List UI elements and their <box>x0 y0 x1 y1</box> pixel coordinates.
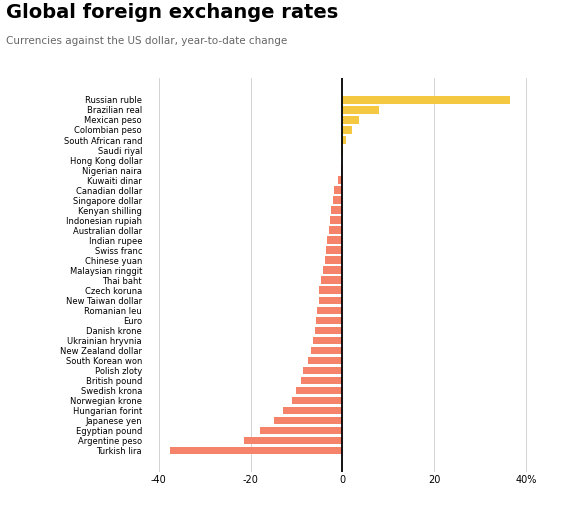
Bar <box>321 276 343 284</box>
Bar <box>301 377 343 384</box>
Bar <box>244 437 343 444</box>
Bar <box>324 257 343 264</box>
Bar <box>274 417 343 424</box>
Bar <box>326 246 343 254</box>
Bar <box>319 286 343 294</box>
Bar <box>315 327 343 334</box>
Text: Currencies against the US dollar, year-to-date change: Currencies against the US dollar, year-t… <box>6 36 287 46</box>
Bar <box>317 307 343 314</box>
Bar <box>343 126 352 134</box>
Bar <box>343 136 346 144</box>
Bar <box>329 216 343 224</box>
Bar <box>338 176 343 184</box>
Text: Global foreign exchange rates: Global foreign exchange rates <box>6 3 338 22</box>
Bar <box>260 427 343 434</box>
Bar <box>341 156 343 164</box>
Bar <box>333 196 343 204</box>
Bar <box>323 267 343 274</box>
Bar <box>170 447 343 454</box>
Bar <box>329 226 343 234</box>
Bar <box>343 96 510 104</box>
Bar <box>296 387 343 394</box>
Bar <box>316 317 343 324</box>
Bar <box>334 186 343 194</box>
Bar <box>314 336 343 344</box>
Bar <box>331 207 343 214</box>
Bar <box>319 296 343 304</box>
Bar <box>343 116 358 124</box>
Bar <box>292 396 343 404</box>
Bar <box>327 236 343 244</box>
Bar <box>343 106 379 114</box>
Bar <box>311 346 343 354</box>
Bar <box>308 357 343 364</box>
Bar <box>283 407 343 414</box>
Bar <box>303 367 343 374</box>
Bar <box>341 166 343 174</box>
